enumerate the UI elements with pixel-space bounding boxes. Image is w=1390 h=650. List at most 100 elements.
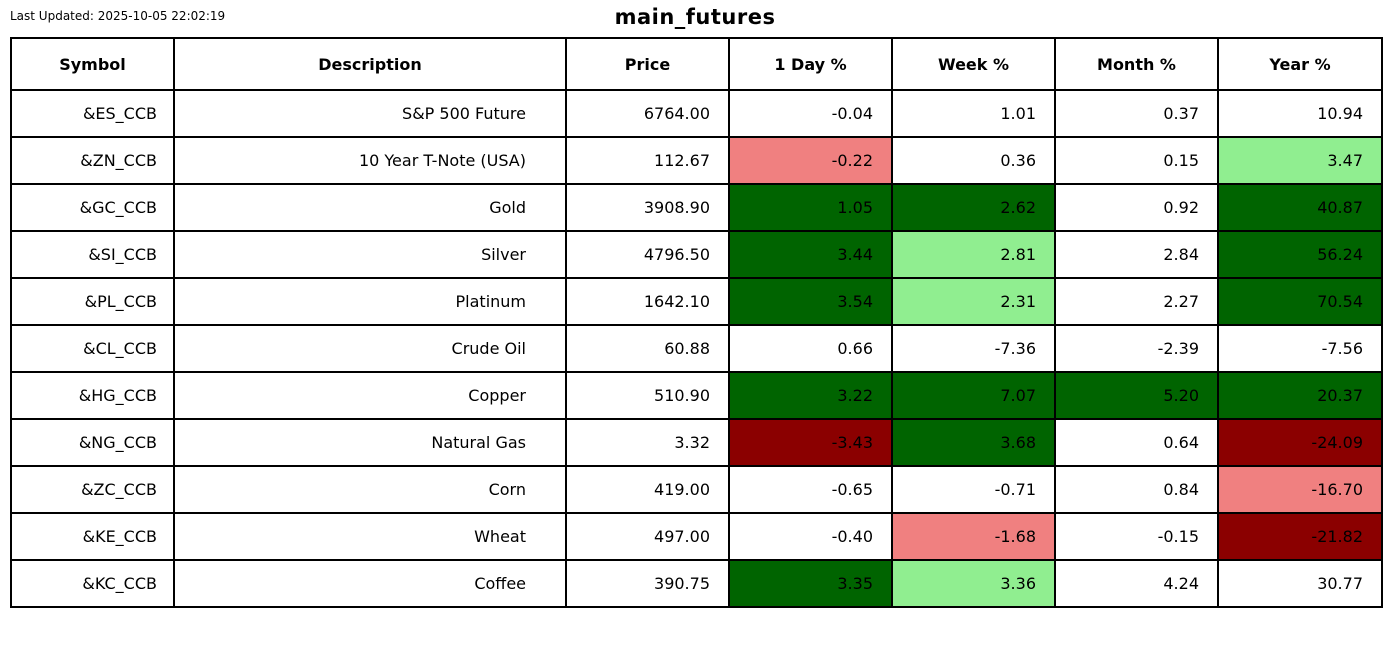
year-change-cell: -21.82	[1217, 512, 1383, 561]
description-cell: Coffee	[173, 559, 567, 608]
price-cell: 6764.00	[565, 89, 730, 138]
price-cell: 112.67	[565, 136, 730, 185]
table-row: &KE_CCB Wheat 497.00 -0.40 -1.68 -0.15 -21.82	[10, 512, 1383, 561]
last-updated-label: Last Updated: 2025-10-05 22:02:19	[10, 9, 226, 23]
table-row: &KC_CCB Coffee 390.75 3.35 3.36 4.24 30.77	[10, 559, 1383, 608]
symbol-cell: &KE_CCB	[10, 512, 175, 561]
symbol-cell: &GC_CCB	[10, 183, 175, 232]
week-change-cell: 0.36	[891, 136, 1056, 185]
symbol-cell: &ZN_CCB	[10, 136, 175, 185]
description-cell: S&P 500 Future	[173, 89, 567, 138]
day-change-cell: 3.35	[728, 559, 893, 608]
day-change-cell: 3.22	[728, 371, 893, 420]
month-change-cell: 0.84	[1054, 465, 1219, 514]
day-change-cell: -3.43	[728, 418, 893, 467]
description-cell: 10 Year T-Note (USA)	[173, 136, 567, 185]
day-change-cell: 1.05	[728, 183, 893, 232]
year-change-cell: 40.87	[1217, 183, 1383, 232]
year-change-cell: 70.54	[1217, 277, 1383, 326]
week-change-cell: -0.71	[891, 465, 1056, 514]
day-change-cell: 3.54	[728, 277, 893, 326]
symbol-cell: &HG_CCB	[10, 371, 175, 420]
symbol-cell: &CL_CCB	[10, 324, 175, 373]
symbol-cell: &SI_CCB	[10, 230, 175, 279]
table-row: &SI_CCB Silver 4796.50 3.44 2.81 2.84 56.24	[10, 230, 1383, 279]
description-cell: Corn	[173, 465, 567, 514]
price-cell: 419.00	[565, 465, 730, 514]
year-change-cell: 20.37	[1217, 371, 1383, 420]
day-change-cell: 3.44	[728, 230, 893, 279]
year-change-cell: 10.94	[1217, 89, 1383, 138]
week-change-cell: 1.01	[891, 89, 1056, 138]
symbol-cell: &PL_CCB	[10, 277, 175, 326]
column-header-price: Price	[565, 37, 730, 91]
column-header-year: Year %	[1217, 37, 1383, 91]
price-cell: 497.00	[565, 512, 730, 561]
day-change-cell: -0.04	[728, 89, 893, 138]
column-header-week: Week %	[891, 37, 1056, 91]
description-cell: Platinum	[173, 277, 567, 326]
symbol-cell: &KC_CCB	[10, 559, 175, 608]
year-change-cell: 30.77	[1217, 559, 1383, 608]
table-row: &ZN_CCB 10 Year T-Note (USA) 112.67 -0.22 0.…	[10, 136, 1383, 185]
description-cell: Gold	[173, 183, 567, 232]
day-change-cell: -0.65	[728, 465, 893, 514]
description-cell: Crude Oil	[173, 324, 567, 373]
week-change-cell: 2.81	[891, 230, 1056, 279]
month-change-cell: 0.92	[1054, 183, 1219, 232]
week-change-cell: -1.68	[891, 512, 1056, 561]
day-change-cell: -0.40	[728, 512, 893, 561]
column-header-1-day: 1 Day %	[728, 37, 893, 91]
day-change-cell: -0.22	[728, 136, 893, 185]
symbol-cell: &ES_CCB	[10, 89, 175, 138]
month-change-cell: 0.64	[1054, 418, 1219, 467]
week-change-cell: 2.31	[891, 277, 1056, 326]
table-row: &NG_CCB Natural Gas 3.32 -3.43 3.68 0.64 -24.0…	[10, 418, 1383, 467]
table-row: &CL_CCB Crude Oil 60.88 0.66 -7.36 -2.39 -7.56	[10, 324, 1383, 373]
table-header: Symbol Description Price 1 Day % Week % Month…	[10, 37, 1383, 91]
week-change-cell: 3.68	[891, 418, 1056, 467]
symbol-cell: &NG_CCB	[10, 418, 175, 467]
year-change-cell: -7.56	[1217, 324, 1383, 373]
year-change-cell: -24.09	[1217, 418, 1383, 467]
year-change-cell: -16.70	[1217, 465, 1383, 514]
day-change-cell: 0.66	[728, 324, 893, 373]
description-cell: Wheat	[173, 512, 567, 561]
month-change-cell: 2.27	[1054, 277, 1219, 326]
column-header-symbol: Symbol	[10, 37, 175, 91]
year-change-cell: 3.47	[1217, 136, 1383, 185]
week-change-cell: 7.07	[891, 371, 1056, 420]
price-cell: 4796.50	[565, 230, 730, 279]
month-change-cell: 4.24	[1054, 559, 1219, 608]
week-change-cell: 2.62	[891, 183, 1056, 232]
week-change-cell: 3.36	[891, 559, 1056, 608]
table-row: &ES_CCB S&P 500 Future 6764.00 -0.04 1.01 0.3…	[10, 89, 1383, 138]
month-change-cell: 0.15	[1054, 136, 1219, 185]
table-row: &HG_CCB Copper 510.90 3.22 7.07 5.20 20.37	[10, 371, 1383, 420]
month-change-cell: 5.20	[1054, 371, 1219, 420]
futures-table: Symbol Description Price 1 Day % Week % Month…	[10, 37, 1383, 608]
month-change-cell: -2.39	[1054, 324, 1219, 373]
week-change-cell: -7.36	[891, 324, 1056, 373]
column-header-description: Description	[173, 37, 567, 91]
price-cell: 390.75	[565, 559, 730, 608]
month-change-cell: 0.37	[1054, 89, 1219, 138]
table-row: &GC_CCB Gold 3908.90 1.05 2.62 0.92 40.87	[10, 183, 1383, 232]
price-cell: 3.32	[565, 418, 730, 467]
description-cell: Copper	[173, 371, 567, 420]
month-change-cell: -0.15	[1054, 512, 1219, 561]
price-cell: 60.88	[565, 324, 730, 373]
table-row: &PL_CCB Platinum 1642.10 3.54 2.31 2.27 70.54	[10, 277, 1383, 326]
table-row: &ZC_CCB Corn 419.00 -0.65 -0.71 0.84 -16.70	[10, 465, 1383, 514]
year-change-cell: 56.24	[1217, 230, 1383, 279]
price-cell: 1642.10	[565, 277, 730, 326]
month-change-cell: 2.84	[1054, 230, 1219, 279]
price-cell: 510.90	[565, 371, 730, 420]
page-title: main_futures	[614, 5, 776, 29]
symbol-cell: &ZC_CCB	[10, 465, 175, 514]
description-cell: Silver	[173, 230, 567, 279]
header-row: Symbol Description Price 1 Day % Week % Month…	[10, 37, 1383, 91]
table-body: &ES_CCB S&P 500 Future 6764.00 -0.04 1.01 0.3…	[10, 89, 1383, 608]
column-header-month: Month %	[1054, 37, 1219, 91]
